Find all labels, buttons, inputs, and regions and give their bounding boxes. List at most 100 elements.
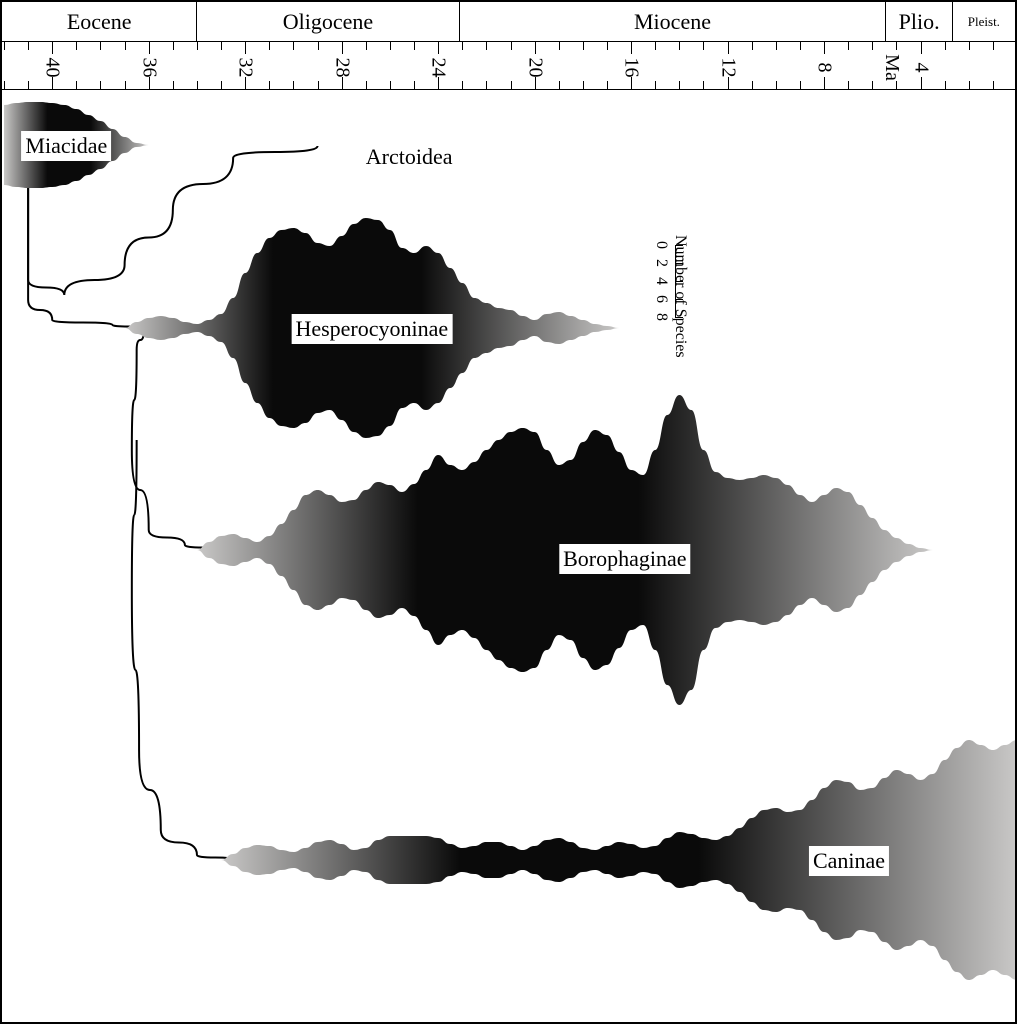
major-tick	[535, 77, 536, 89]
major-tick	[728, 42, 729, 54]
scale-number: 6	[652, 295, 670, 303]
epoch-bar: EoceneOligoceneMiocenePlio.Pleist.	[2, 2, 1015, 42]
epoch-miocene: Miocene	[460, 2, 887, 41]
tick-label: 36	[137, 58, 160, 78]
major-tick	[149, 42, 150, 54]
minor-tick	[896, 42, 897, 50]
minor-tick	[318, 81, 319, 89]
minor-tick	[945, 42, 946, 50]
label-hesperocyoninae: Hesperocyoninae	[291, 314, 452, 344]
minor-tick	[28, 42, 29, 50]
minor-tick	[583, 81, 584, 89]
minor-tick	[607, 42, 608, 50]
minor-tick	[28, 81, 29, 89]
minor-tick	[197, 81, 198, 89]
minor-tick	[776, 81, 777, 89]
tick-label: 20	[523, 58, 546, 78]
label-miacidae: Miacidae	[21, 131, 111, 161]
major-tick	[824, 42, 825, 54]
minor-tick	[414, 42, 415, 50]
scale-number: 0	[652, 241, 670, 249]
tick-label: 12	[716, 58, 739, 78]
branch-line	[132, 330, 221, 550]
label-caninae: Caninae	[809, 846, 889, 876]
minor-tick	[390, 42, 391, 50]
minor-tick	[76, 42, 77, 50]
epoch-oligocene: Oligocene	[197, 2, 459, 41]
major-tick	[438, 42, 439, 54]
minor-tick	[125, 81, 126, 89]
minor-tick	[511, 42, 512, 50]
branch-line	[28, 180, 149, 328]
minor-tick	[703, 81, 704, 89]
minor-tick	[848, 42, 849, 50]
tick-label: 32	[234, 58, 257, 78]
scale-number: 4	[652, 277, 670, 285]
spindle-caninae	[221, 740, 1015, 980]
tick-label: 24	[427, 58, 450, 78]
major-tick	[535, 42, 536, 54]
minor-tick	[414, 81, 415, 89]
tick-label: 28	[330, 58, 353, 78]
epoch-eocene: Eocene	[2, 2, 197, 41]
major-tick	[52, 77, 53, 89]
minor-tick	[607, 81, 608, 89]
minor-tick	[462, 42, 463, 50]
minor-tick	[703, 42, 704, 50]
tick-label: 16	[620, 58, 643, 78]
diagram-container: EoceneOligoceneMiocenePlio.Pleist. 40363…	[0, 0, 1017, 1024]
minor-tick	[776, 42, 777, 50]
minor-tick	[993, 81, 994, 89]
minor-tick	[896, 81, 897, 89]
major-tick	[728, 77, 729, 89]
minor-tick	[800, 81, 801, 89]
minor-tick	[293, 42, 294, 50]
minor-tick	[390, 81, 391, 89]
scale-title: Number of Species	[671, 235, 689, 358]
major-tick	[631, 42, 632, 54]
minor-tick	[872, 81, 873, 89]
minor-tick	[848, 81, 849, 89]
minor-tick	[293, 81, 294, 89]
minor-tick	[269, 42, 270, 50]
spindle-svg	[2, 90, 1015, 1022]
major-tick	[921, 77, 922, 89]
minor-tick	[559, 81, 560, 89]
tick-label: 40	[41, 58, 64, 78]
minor-tick	[993, 42, 994, 50]
major-tick	[824, 77, 825, 89]
minor-tick	[486, 81, 487, 89]
plot-area: Miacidae Hesperocyoninae Borophaginae Canin…	[2, 90, 1015, 1022]
minor-tick	[872, 42, 873, 50]
ma-label: Ma	[880, 54, 903, 81]
epoch-pleist: Pleist.	[953, 2, 1015, 41]
minor-tick	[366, 42, 367, 50]
minor-tick	[511, 81, 512, 89]
minor-tick	[318, 42, 319, 50]
minor-tick	[221, 81, 222, 89]
epoch-plio: Plio.	[886, 2, 952, 41]
minor-tick	[679, 42, 680, 50]
tick-label: 8	[813, 63, 836, 73]
minor-tick	[462, 81, 463, 89]
minor-tick	[100, 42, 101, 50]
major-tick	[245, 42, 246, 54]
minor-tick	[486, 42, 487, 50]
time-axis: 40 36 32 28 24 20 16 12 8 4 Ma	[2, 42, 1015, 90]
minor-tick	[945, 81, 946, 89]
minor-tick	[173, 81, 174, 89]
label-borophaginae: Borophaginae	[559, 544, 690, 574]
minor-tick	[583, 42, 584, 50]
minor-tick	[655, 81, 656, 89]
minor-tick	[100, 81, 101, 89]
major-tick	[631, 77, 632, 89]
minor-tick	[800, 42, 801, 50]
major-tick	[921, 42, 922, 54]
minor-tick	[752, 42, 753, 50]
minor-tick	[4, 42, 5, 50]
minor-tick	[197, 42, 198, 50]
scale-number: 8	[652, 313, 670, 321]
minor-tick	[221, 42, 222, 50]
minor-tick	[752, 81, 753, 89]
tick-label: 4	[909, 63, 932, 73]
